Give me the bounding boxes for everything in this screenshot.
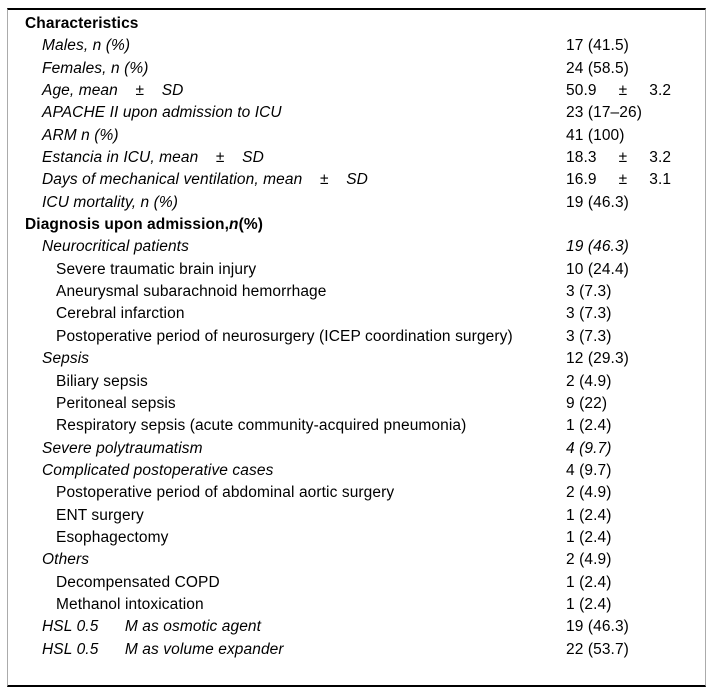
row-label: HSL 0.5 M as osmotic agent	[42, 618, 262, 636]
row-label: Peritoneal sepsis	[56, 394, 176, 412]
row-value: 18.3 ± 3.2	[566, 149, 672, 167]
row-label: Cerebral infarction	[56, 305, 185, 323]
table-row: Biliary sepsis 2 (4.9)	[8, 371, 705, 393]
row-label: APACHE II upon admission to ICU	[42, 104, 282, 122]
table-row: Peritoneal sepsis 9 (22)	[8, 393, 705, 415]
row-label: Males, n (%)	[42, 37, 131, 55]
row-value: 1 (2.4)	[566, 528, 612, 546]
row-label: Females, n (%)	[42, 59, 149, 77]
row-value: 4 (9.7)	[566, 439, 612, 457]
table-row: Neurocritical patients 19 (46.3)	[8, 236, 705, 258]
table-row: Methanol intoxication 1 (2.4)	[8, 594, 705, 616]
row-label: Postoperative period of abdominal aortic…	[56, 484, 395, 502]
row-value: 2 (4.9)	[566, 372, 612, 390]
table-row: Sepsis 12 (29.3)	[8, 348, 705, 370]
row-label: Decompensated COPD	[56, 573, 220, 591]
table-row: Decompensated COPD 1 (2.4)	[8, 572, 705, 594]
row-value: 1 (2.4)	[566, 573, 612, 591]
section-header-label: Characteristics	[25, 15, 139, 32]
table-row: ARM n (%) 41 (100)	[8, 125, 705, 147]
row-label: Sepsis	[42, 350, 90, 368]
row-value: 9 (22)	[566, 394, 608, 412]
row-label: Respiratory sepsis (acute community-acqu…	[56, 417, 467, 435]
row-label: Severe traumatic brain injury	[56, 260, 257, 278]
table-row: Severe traumatic brain injury 10 (24.4)	[8, 259, 705, 281]
header-text-part: Diagnosis upon admission,	[25, 216, 230, 234]
row-label: ICU mortality, n (%)	[42, 193, 179, 211]
section-header-row: Diagnosis upon admission,n(%)	[8, 214, 705, 236]
row-label: Aneurysmal subarachnoid hemorrhage	[56, 283, 327, 301]
row-label: Biliary sepsis	[56, 372, 148, 390]
row-value: 3 (7.3)	[566, 305, 612, 323]
table-row: Aneurysmal subarachnoid hemorrhage 3 (7.3…	[8, 281, 705, 303]
table-row: Males, n (%) 17 (41.5)	[8, 35, 705, 57]
row-value: 1 (2.4)	[566, 595, 612, 613]
header-text-part: n	[229, 216, 239, 234]
table-row: Others 2 (4.9)	[8, 549, 705, 571]
table-row: Estancia in ICU, mean ± SD 18.3 ± 3.2	[8, 147, 705, 169]
table-row: Postoperative period of abdominal aortic…	[8, 482, 705, 504]
row-label: ARM n (%)	[42, 126, 119, 144]
row-value: 23 (17–26)	[566, 104, 642, 122]
row-value: 3 (7.3)	[566, 283, 612, 301]
row-label: Severe polytraumatism	[42, 439, 203, 457]
section-header-label: Diagnosis upon admission,n(%)	[8, 214, 566, 236]
row-value: 12 (29.3)	[566, 350, 629, 368]
table-row: Postoperative period of neurosurgery (IC…	[8, 326, 705, 348]
row-label: Others	[42, 551, 90, 569]
table-row: APACHE II upon admission to ICU 23 (17–26…	[8, 102, 705, 124]
table-row: HSL 0.5 M as osmotic agent 19 (46.3)	[8, 616, 705, 638]
table-row: Females, n (%) 24 (58.5)	[8, 58, 705, 80]
row-value: 41 (100)	[566, 126, 625, 144]
row-value: 10 (24.4)	[566, 260, 629, 278]
row-label: ENT surgery	[56, 506, 144, 524]
table-row: Complicated postoperative cases 4 (9.7)	[8, 460, 705, 482]
table-row: ENT surgery 1 (2.4)	[8, 505, 705, 527]
header-text-part: (%)	[238, 216, 264, 234]
table-row: ICU mortality, n (%) 19 (46.3)	[8, 192, 705, 214]
row-value: 1 (2.4)	[566, 506, 612, 524]
row-value: 24 (58.5)	[566, 59, 629, 77]
table-row: Esophagectomy 1 (2.4)	[8, 527, 705, 549]
row-label: Esophagectomy	[56, 528, 169, 546]
row-label: Complicated postoperative cases	[42, 461, 274, 479]
row-value: 17 (41.5)	[566, 37, 629, 55]
row-label: Age, mean ± SD	[42, 82, 184, 100]
row-value: 19 (46.3)	[566, 238, 629, 256]
row-value: 2 (4.9)	[566, 551, 612, 569]
row-value: 19 (46.3)	[566, 618, 629, 636]
row-label: HSL 0.5 M as volume expander	[42, 640, 284, 658]
row-value: 2 (4.9)	[566, 484, 612, 502]
table-row: HSL 0.5 M as volume expander 22 (53.7)	[8, 639, 705, 661]
row-value: 3 (7.3)	[566, 327, 612, 345]
row-label: Estancia in ICU, mean ± SD	[42, 149, 264, 167]
row-label: Neurocritical patients	[42, 238, 189, 256]
table-row: Respiratory sepsis (acute community-acqu…	[8, 415, 705, 437]
row-value: 22 (53.7)	[566, 640, 629, 658]
row-value: 19 (46.3)	[566, 193, 629, 211]
table-row: Days of mechanical ventilation, mean ± S…	[8, 169, 705, 191]
row-value: 50.9 ± 3.2	[566, 82, 672, 100]
row-value: 1 (2.4)	[566, 417, 612, 435]
table-row: Severe polytraumatism 4 (9.7)	[8, 438, 705, 460]
characteristics-table: Characteristics Males, n (%) 17 (41.5) Fema…	[7, 8, 706, 687]
section-header-row: Characteristics	[8, 13, 705, 35]
row-value: 16.9 ± 3.1	[566, 171, 672, 189]
row-value: 4 (9.7)	[566, 461, 612, 479]
row-label: Days of mechanical ventilation, mean ± S…	[42, 171, 368, 189]
table-row: Age, mean ± SD 50.9 ± 3.2	[8, 80, 705, 102]
table-row: Cerebral infarction 3 (7.3)	[8, 303, 705, 325]
row-label: Postoperative period of neurosurgery (IC…	[56, 327, 513, 345]
row-label: Methanol intoxication	[56, 595, 204, 613]
